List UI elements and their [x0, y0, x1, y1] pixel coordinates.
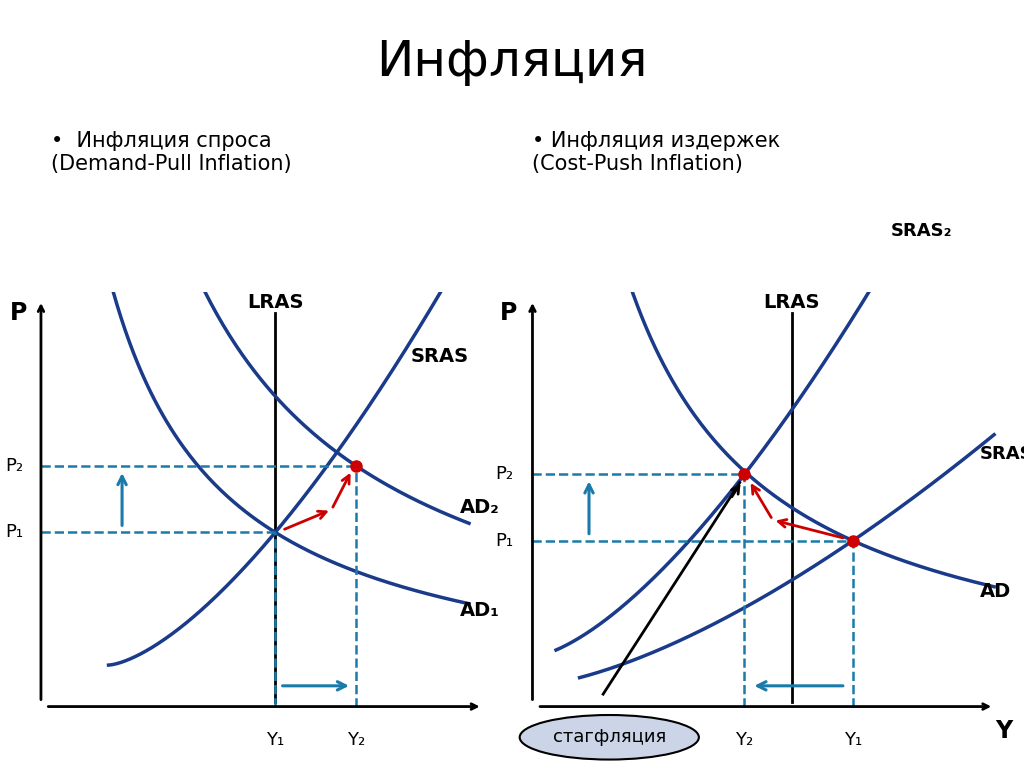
Text: SRAS₂: SRAS₂ [891, 222, 952, 240]
Text: AD₂: AD₂ [460, 498, 500, 517]
Text: P: P [10, 300, 27, 325]
Text: SRAS₁: SRAS₁ [980, 445, 1024, 462]
Text: P₂: P₂ [496, 465, 514, 483]
Text: •  Инфляция спроса
(Demand-Pull Inflation): • Инфляция спроса (Demand-Pull Inflation… [51, 131, 292, 174]
Text: стагфляция: стагфляция [553, 728, 666, 746]
Text: LRAS: LRAS [763, 293, 820, 312]
Text: P₁: P₁ [496, 531, 514, 550]
Text: Y₂: Y₂ [735, 731, 754, 750]
Text: SRAS: SRAS [411, 346, 469, 366]
Text: Y₁: Y₁ [844, 731, 862, 750]
Text: Y: Y [995, 720, 1012, 743]
Text: Y₂: Y₂ [347, 731, 366, 750]
Text: AD₁: AD₁ [460, 601, 500, 620]
Text: P₂: P₂ [5, 457, 23, 475]
Text: • Инфляция издержек
(Cost-Push Inflation): • Инфляция издержек (Cost-Push Inflation… [532, 131, 780, 174]
Text: Инфляция: Инфляция [376, 38, 648, 87]
Text: AD: AD [980, 582, 1012, 601]
Text: P: P [501, 300, 517, 325]
Text: P₁: P₁ [5, 523, 23, 541]
Text: LRAS: LRAS [247, 293, 303, 312]
Text: Y₁: Y₁ [266, 731, 285, 750]
